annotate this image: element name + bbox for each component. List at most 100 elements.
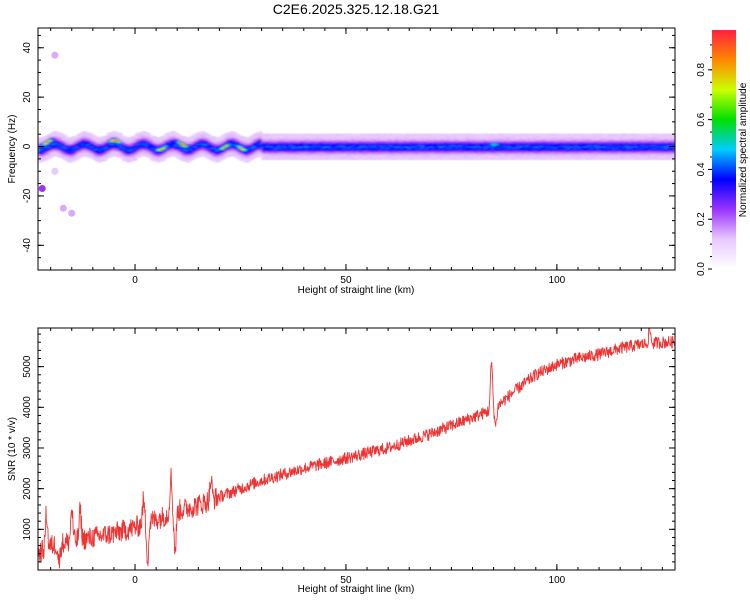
spectrogram-cell — [270, 143, 273, 146]
spectrogram-cell — [548, 143, 552, 146]
spectrogram-cell — [232, 131, 235, 133]
spectrogram-cell — [459, 136, 463, 138]
spectrogram-cell — [472, 138, 476, 141]
spectrogram-cell — [272, 134, 275, 137]
spectrogram-cell — [381, 145, 385, 148]
spectrogram-cell — [483, 142, 486, 145]
spectrogram-cell — [326, 147, 330, 149]
spectrogram-cell — [343, 148, 347, 151]
spectrogram-cell — [297, 137, 301, 140]
spectrogram-cell — [379, 152, 383, 154]
spectrogram-cell — [316, 149, 320, 152]
spectrogram-cell — [400, 138, 404, 141]
spectrogram-cell — [318, 145, 322, 148]
spectrogram-cell — [533, 157, 537, 159]
spectrogram-cell — [82, 150, 85, 153]
spectrogram-cell — [411, 140, 415, 143]
spectrogram-cell — [151, 150, 155, 153]
spectrogram-cell — [71, 136, 75, 138]
spectrogram-cell — [493, 138, 497, 141]
spectrogram-cell — [251, 158, 254, 161]
spectrogram-cell — [495, 139, 499, 142]
spectrogram-cell — [198, 142, 202, 145]
spectrogram-cell — [413, 134, 417, 137]
spectrogram-cell — [97, 153, 100, 156]
spectrogram-cell — [92, 139, 96, 142]
spectrogram-cell — [476, 153, 480, 156]
spectrogram-cell — [158, 145, 161, 148]
spectrogram-cell — [303, 140, 307, 143]
spectrogram-cell — [461, 134, 465, 137]
spectrogram-cell — [244, 149, 248, 152]
spectrogram-cell — [518, 148, 522, 151]
spectrogram-cell — [65, 154, 69, 157]
spectrogram-cell — [307, 133, 311, 136]
spectrogram-cell — [451, 133, 455, 136]
spectrogram-cell — [291, 158, 294, 161]
spectrogram-cell — [415, 157, 419, 159]
spectrogram-cell — [217, 150, 220, 153]
spectrogram-cell — [261, 136, 265, 138]
spectrogram-cell — [238, 158, 242, 161]
spectrogram-cell — [303, 158, 307, 161]
spectrogram-cell — [251, 148, 254, 151]
spectrogram-cell — [434, 152, 438, 154]
spectrogram-cell — [270, 137, 273, 140]
spectrogram-cell — [341, 152, 345, 154]
spectrogram-cell — [42, 148, 45, 151]
spectrogram-cell — [261, 134, 265, 137]
spectrogram-cell — [219, 137, 223, 140]
spectrogram-cell — [544, 136, 547, 138]
spectrogram-cell — [71, 149, 75, 152]
spectrogram-cell — [206, 149, 210, 152]
spectrogram-cell — [318, 142, 322, 145]
spectrogram-cell — [329, 134, 332, 137]
spectrogram-cell — [61, 145, 64, 148]
spectrogram-cell — [168, 147, 172, 149]
spectrogram-cell — [103, 142, 107, 145]
spectrogram-cell — [518, 158, 522, 161]
spectrogram-cell — [307, 142, 311, 145]
spectrogram-cell — [413, 138, 417, 141]
spectrogram-cell — [396, 143, 400, 146]
spectrogram-cell — [118, 154, 121, 157]
spectrogram-cell — [240, 137, 244, 140]
spectrogram-cell — [253, 152, 256, 154]
spectrogram-cell — [86, 147, 90, 149]
spectrogram-cell — [348, 145, 351, 148]
spectrogram-cell — [46, 153, 50, 156]
spectrogram-cell — [350, 143, 353, 146]
spectrogram-cell — [470, 152, 474, 154]
spectrogram-cell — [474, 147, 478, 149]
spectrogram-cell — [116, 142, 119, 145]
spectrogram-cell — [493, 150, 497, 153]
spectrogram-cell — [352, 150, 355, 153]
spectrogram-cell — [523, 134, 526, 137]
spectrogram-cell — [221, 158, 225, 161]
spectrogram-cell — [525, 140, 528, 143]
spectrogram-cell — [476, 147, 480, 149]
spectrogram-cell — [487, 157, 490, 159]
spectrogram-cell — [272, 145, 275, 148]
spectrogram-cell — [303, 142, 307, 145]
spectrogram-cell — [535, 149, 539, 152]
spectrogram-cell — [480, 149, 484, 152]
spectrogram-cell — [320, 157, 324, 159]
spectrogram-cell — [69, 158, 73, 161]
spectrogram-cell — [143, 143, 147, 146]
spectrogram-cell — [185, 159, 189, 162]
spectrogram-cell — [310, 154, 313, 157]
spectrogram-cell — [69, 153, 73, 156]
spectrogram-cell — [354, 133, 358, 136]
spectrogram-cell — [198, 149, 202, 152]
spectrogram-cell — [40, 142, 43, 145]
spectrogram-cell — [491, 134, 495, 137]
spectrogram-cell — [189, 152, 193, 154]
spectrogram-cell — [506, 143, 509, 146]
spectrogram-cell — [105, 154, 109, 157]
spectrogram-cell — [101, 144, 104, 147]
spectrogram-cell — [145, 142, 149, 145]
spectrogram-cell — [172, 138, 176, 141]
spectrogram-cell — [434, 139, 438, 142]
spectrogram-cell — [111, 133, 115, 136]
